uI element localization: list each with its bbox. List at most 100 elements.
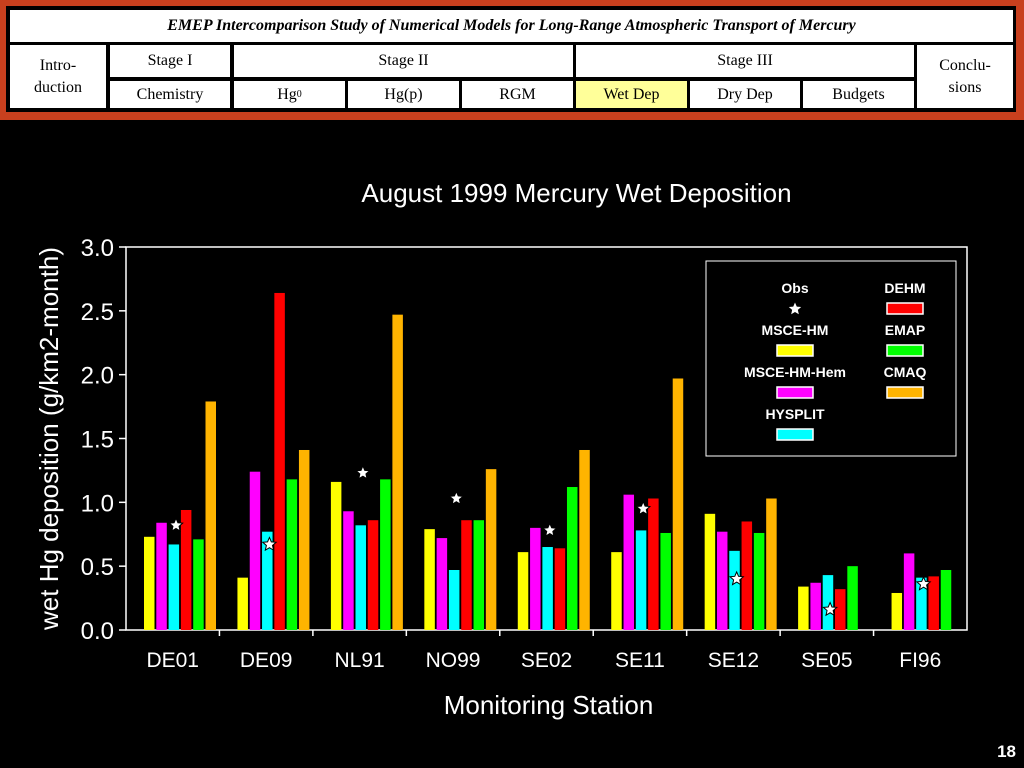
obs-marker-se02 [541,522,558,538]
x-tick-label: DE01 [146,649,199,672]
nav-dry-dep[interactable]: Dry Dep [690,81,800,108]
nav-hg0[interactable]: Hg 0 [234,81,345,108]
y-tick-label: 2.0 [81,363,114,390]
bar-se02-dehm [554,548,566,630]
bar-fi96-emap [940,569,952,630]
nav-hg0-superscript: 0 [296,88,302,100]
bar-no99-hysplit [448,569,460,630]
bar-nl91-msce-hm-hem [343,511,354,630]
nav-stage-3[interactable]: Stage III [576,45,914,77]
nav-introduction[interactable]: Intro- duction [10,45,106,108]
bar-de09-msce-hm-hem [249,471,261,630]
chart-title: August 1999 Mercury Wet Deposition [361,178,791,208]
bar-se11-msce-hm [611,552,622,630]
x-tick-label: SE02 [521,649,572,672]
bar-se11-msce-hm-hem [623,494,635,630]
bar-se02-hysplit [542,547,553,630]
study-title: EMEP Intercomparison Study of Numerical … [10,10,1013,42]
page-number: 18 [997,742,1016,761]
legend-label-obs: Obs [781,280,808,296]
bar-nl91-hysplit [355,525,366,630]
bar-de09-emap [286,479,298,630]
bar-de01-dehm [180,509,192,630]
nav-budgets[interactable]: Budgets [803,81,914,108]
bar-de09-hysplit [262,531,273,630]
legend-swatch-emap [886,344,924,357]
bar-se02-emap [566,487,578,630]
bar-nl91-emap [380,479,391,630]
legend-swatch-hysplit [776,428,814,441]
bar-fi96-hysplit [916,577,927,630]
bar-de01-msce-hm [144,536,155,630]
bar-de01-hysplit [168,544,180,630]
bar-nl91-dehm [367,520,379,630]
x-tick-label: SE11 [615,649,665,672]
bar-se11-hysplit [635,530,647,630]
nav-rgm[interactable]: RGM [462,81,573,108]
obs-marker-se05 [822,601,838,617]
y-axis-label: wet Hg deposition (g/km2-month) [34,247,64,631]
bar-se05-emap [847,566,858,630]
x-tick-label: SE12 [708,649,759,672]
legend-swatch-msce-hm-hem [776,386,814,399]
bar-se05-msce-hm-hem [810,582,821,630]
bar-se12-cmaq [766,498,777,630]
bar-no99-msce-hm [424,529,435,630]
bar-se05-dehm [835,589,846,630]
bar-de09-cmaq [298,449,310,630]
x-tick-label: SE05 [801,649,852,672]
bar-fi96-msce-hm-hem [903,553,915,630]
nav-chemistry[interactable]: Chemistry [110,81,230,108]
x-tick-label: NO99 [426,649,481,672]
bar-se12-dehm [741,521,753,630]
y-tick-label: 0.5 [81,554,114,581]
bar-se05-msce-hm [798,586,809,630]
bar-de01-emap [193,539,204,630]
nav-hgp[interactable]: Hg(p) [348,81,459,108]
bar-se12-hysplit [729,550,740,630]
x-axis-label: Monitoring Station [444,690,654,720]
x-tick-label: FI96 [899,649,941,672]
legend-swatch-dehm [886,302,924,315]
legend-obs-star [788,302,802,315]
navigation-table: EMEP Intercomparison Study of Numerical … [6,6,1016,112]
bar-no99-emap [473,520,485,630]
nav-hg0-label: Hg [277,85,297,103]
obs-marker-nl91 [355,464,371,480]
bar-de01-cmaq [205,401,216,630]
legend-label-dehm: DEHM [884,280,925,296]
navigation-header: EMEP Intercomparison Study of Numerical … [0,0,1024,120]
bar-se02-msce-hm-hem [530,527,541,630]
legend-label-msce-hm: MSCE-HM [762,322,829,338]
obs-marker-de01 [168,517,184,533]
bar-fi96-dehm [928,576,939,630]
nav-conclusions[interactable]: Conclu- sions [917,45,1013,108]
legend-label-cmaq: CMAQ [884,364,927,380]
bar-de09-dehm [274,292,285,630]
y-tick-label: 3.0 [81,235,114,262]
legend-label-emap: EMAP [885,322,925,338]
legend-label-msce-hm-hem: MSCE-HM-Hem [744,364,846,380]
x-tick-label: NL91 [335,649,385,672]
obs-marker-de09 [261,536,278,552]
bar-no99-cmaq [485,469,497,630]
y-tick-label: 2.5 [81,299,114,326]
x-tick-label: DE09 [240,649,293,672]
bar-se05-hysplit [822,575,834,630]
legend-box [705,260,957,457]
bar-se12-emap [753,532,765,630]
obs-marker-se11 [635,500,652,516]
nav-stage-2[interactable]: Stage II [234,45,573,77]
bar-se12-msce-hm-hem [716,531,728,630]
nav-stage-1[interactable]: Stage I [110,45,230,77]
bar-se02-msce-hm [517,552,529,630]
bar-se11-cmaq [672,378,684,630]
y-tick-label: 1.5 [81,427,114,454]
y-tick-label: 0.0 [81,618,114,645]
legend-swatch-cmaq [886,386,924,399]
legend-label-hysplit: HYSPLIT [765,406,825,422]
bar-no99-dehm [461,520,472,630]
bar-no99-msce-hm-hem [436,538,448,630]
nav-wet-dep[interactable]: Wet Dep [576,81,687,108]
